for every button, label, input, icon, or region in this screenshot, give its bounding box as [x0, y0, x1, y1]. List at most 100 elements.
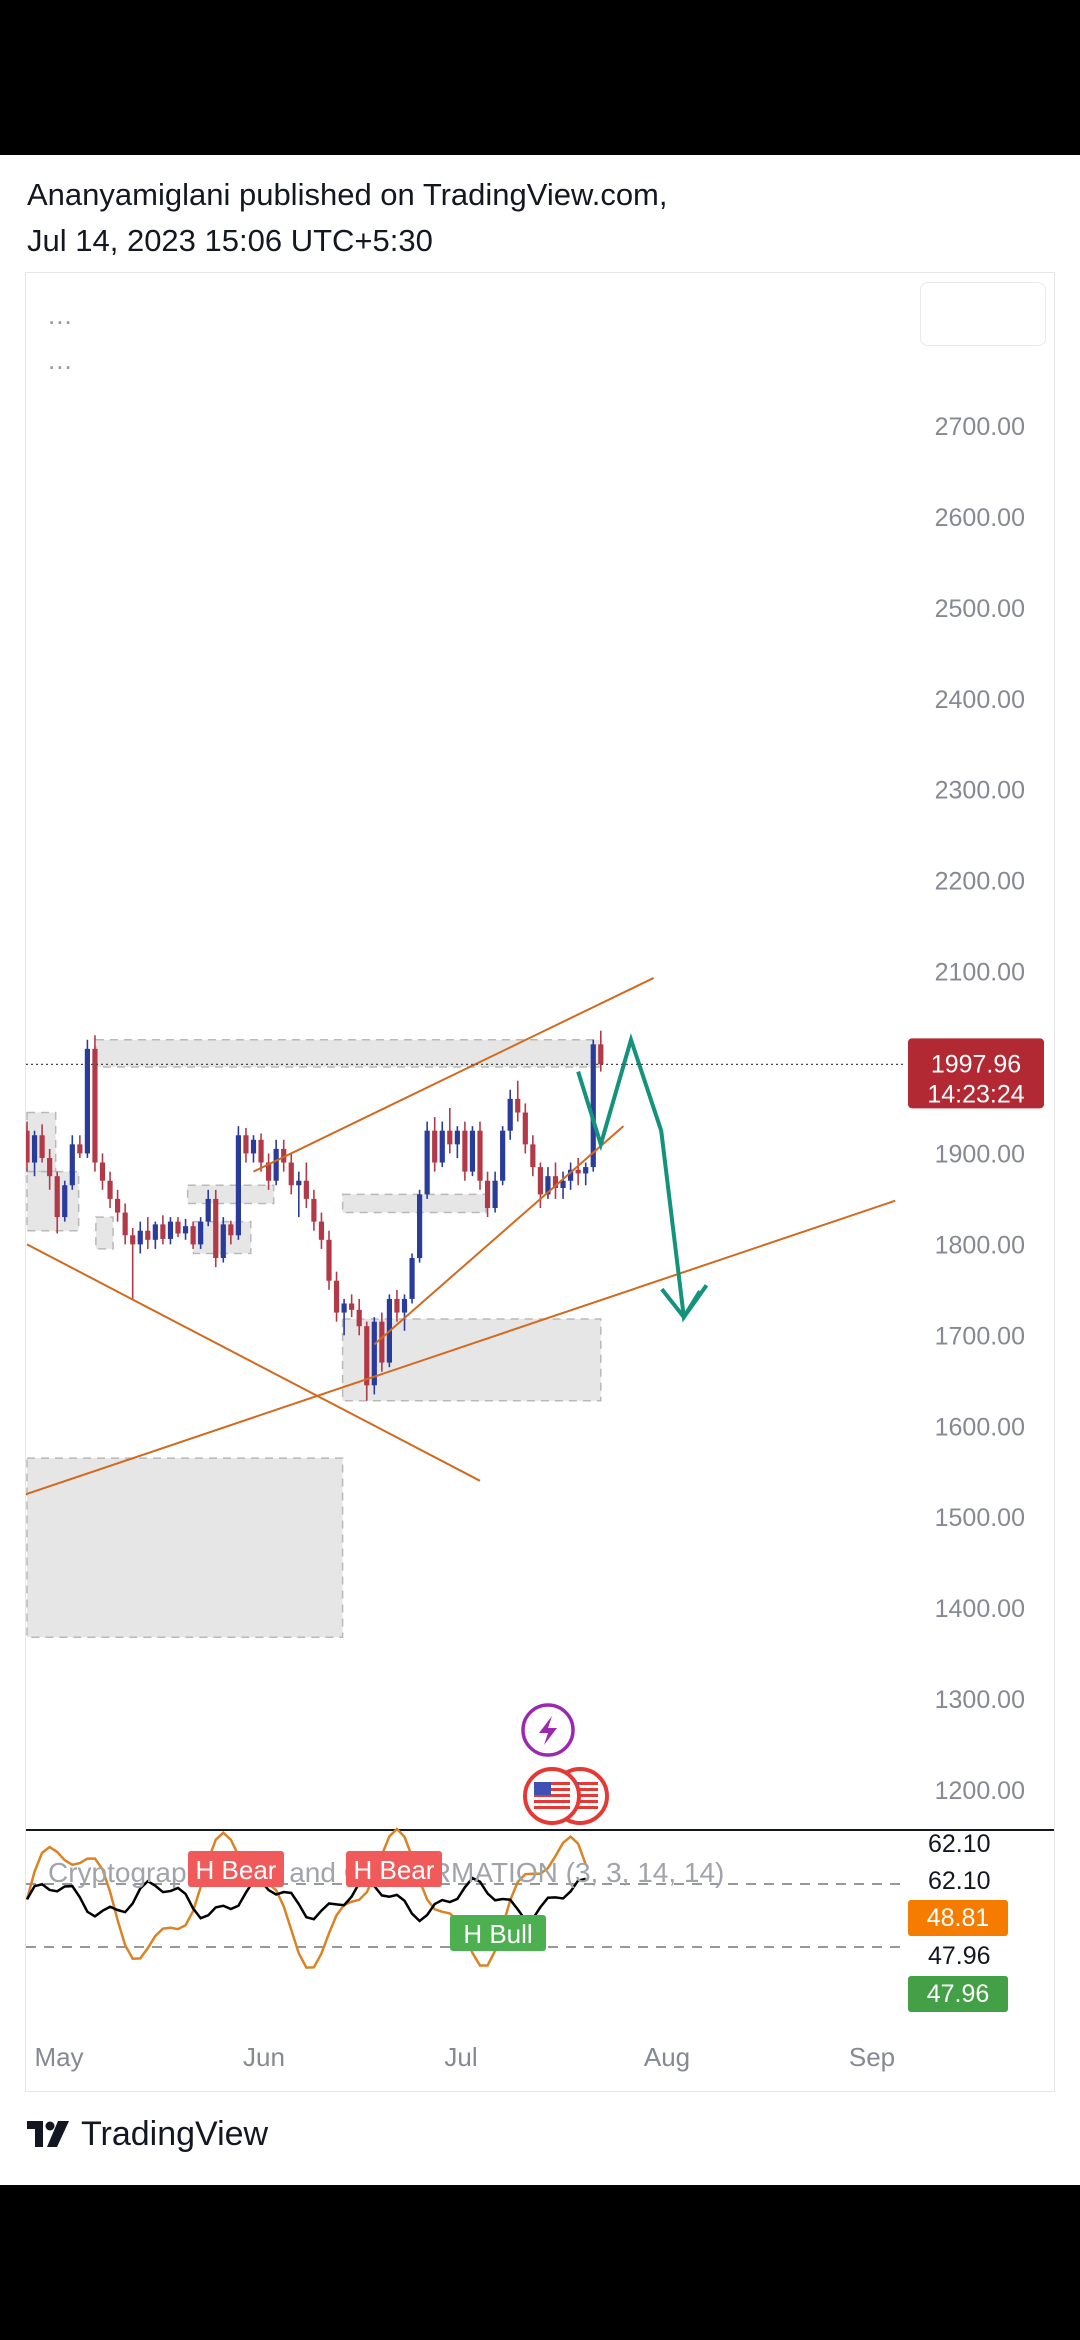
candle-body	[220, 1224, 226, 1259]
legend-dots-2[interactable]: ...	[48, 345, 73, 375]
candle-body	[99, 1162, 106, 1181]
candle-body	[182, 1226, 189, 1234]
candle-body	[583, 1167, 589, 1174]
price-tick-label: 1600.00	[935, 1413, 1025, 1441]
current-price-value: 1997.96	[931, 1050, 1021, 1078]
zone-8	[26, 1457, 344, 1638]
navigation-bar	[0, 2185, 1080, 2340]
indicator-axis-label-upper: 62.10	[928, 1867, 991, 1895]
indicator-value-orange-bg	[908, 1900, 1008, 1936]
us-flag-event-icon	[523, 1767, 581, 1825]
indicator-tag-bg	[188, 1851, 284, 1887]
candle-body	[590, 1044, 596, 1168]
candle-body	[39, 1135, 45, 1158]
candle-body	[333, 1280, 340, 1313]
candle-body	[31, 1135, 38, 1163]
status-bar	[0, 0, 1080, 155]
trendline-0	[26, 1243, 481, 1482]
indicator-value-orange: 48.81	[927, 1904, 990, 1932]
candle-body	[107, 1180, 113, 1199]
time-axis-label: Sep	[849, 2042, 895, 2072]
time-axis-label: Jun	[243, 2042, 285, 2072]
price-tick-label: 2200.00	[935, 868, 1025, 896]
candle-body	[26, 1130, 30, 1163]
candle-body	[54, 1176, 60, 1218]
indicator-value-green-bg	[908, 1976, 1008, 2012]
indicator-axis-label-top: 62.10	[928, 1830, 991, 1858]
candle-body	[167, 1221, 174, 1239]
candle-body	[273, 1148, 279, 1181]
chart-settings-box[interactable]	[920, 282, 1046, 346]
tradingview-brand[interactable]: TradingView	[27, 2115, 268, 2154]
chart-frame	[25, 272, 1055, 2092]
candle-body	[401, 1298, 408, 1313]
candle-body	[160, 1224, 166, 1239]
publish-info: Ananyamiglani published on TradingView.c…	[27, 172, 668, 264]
candle-body	[598, 1044, 604, 1065]
candle-body	[356, 1309, 362, 1327]
candle-body	[507, 1098, 513, 1131]
trendline-1	[26, 1199, 896, 1496]
legend-dots-1[interactable]: ...	[48, 300, 73, 330]
candle-body	[409, 1258, 415, 1299]
oscillator-orange-line	[25, 1827, 587, 1969]
candle-body	[69, 1144, 75, 1186]
candle-body	[432, 1130, 438, 1163]
candle-body	[349, 1303, 355, 1310]
candle-body	[379, 1321, 385, 1363]
time-axis-label: May	[34, 2042, 83, 2072]
trendline-3	[373, 1125, 625, 1346]
candle-body	[243, 1135, 249, 1154]
price-tick-label: 1500.00	[935, 1504, 1025, 1532]
candle-body	[198, 1221, 204, 1245]
zone-5	[95, 1216, 114, 1250]
candle-body	[62, 1185, 68, 1218]
price-tick-label: 2400.00	[935, 686, 1025, 714]
indicator-tag-label: H Bull	[463, 1919, 532, 1949]
candle-body	[454, 1130, 460, 1145]
candle-body	[47, 1157, 53, 1177]
zone-7	[341, 1318, 602, 1402]
candle-body	[288, 1162, 294, 1186]
candle-body	[122, 1212, 128, 1236]
tradingview-logo-icon	[27, 2120, 69, 2147]
candle-body	[318, 1221, 325, 1240]
price-tick-label: 2500.00	[935, 595, 1025, 623]
candle-body	[341, 1303, 347, 1313]
candle-body	[250, 1139, 257, 1154]
candle-body	[477, 1130, 483, 1181]
current-price-tag	[908, 1038, 1044, 1109]
candle-body	[175, 1221, 181, 1234]
price-tick-label: 1800.00	[935, 1231, 1025, 1259]
candle-body	[371, 1321, 377, 1386]
candle-body	[545, 1176, 551, 1195]
candle-body	[439, 1130, 445, 1163]
candle-body	[537, 1167, 543, 1195]
candle-body	[424, 1130, 430, 1195]
trendline-2	[253, 977, 655, 1173]
indicator-value-green: 47.96	[927, 1980, 990, 2008]
time-axis-label: Aug	[644, 2042, 690, 2072]
candle-body	[303, 1180, 309, 1199]
candle-body	[137, 1230, 143, 1245]
publish-line-date: Jul 14, 2023 15:06 UTC+5:30	[27, 223, 433, 258]
candle-body	[560, 1180, 566, 1188]
oscillator-black-line	[25, 1876, 586, 1923]
indicator-tag-label: H Bear	[354, 1855, 435, 1885]
lightning-glyph	[539, 1716, 557, 1745]
candle-body	[77, 1144, 83, 1154]
candle-body	[484, 1180, 491, 1208]
candle-body	[575, 1169, 581, 1174]
candle-body	[326, 1239, 332, 1281]
candle-body	[500, 1130, 506, 1181]
candle-body	[296, 1180, 302, 1186]
price-tick-label: 1200.00	[935, 1777, 1025, 1805]
brand-name: TradingView	[81, 2115, 269, 2153]
candle-body	[228, 1224, 234, 1236]
candle-body	[417, 1194, 423, 1259]
candle-body	[530, 1144, 536, 1168]
time-axis-label: Jul	[444, 2042, 477, 2072]
candle-body	[213, 1198, 219, 1259]
candle-body	[522, 1112, 528, 1145]
